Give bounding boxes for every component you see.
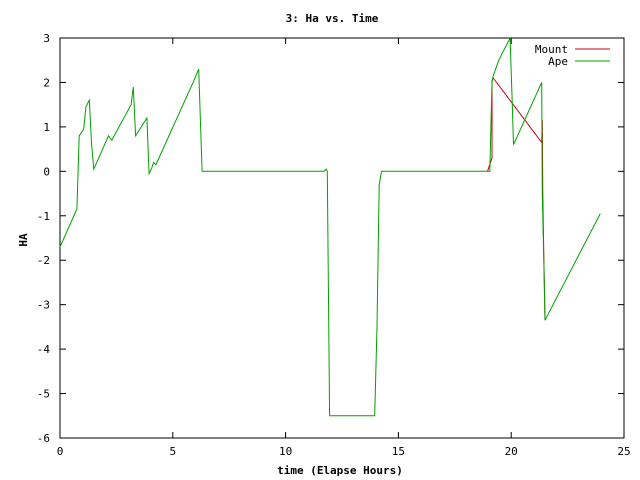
y-tick-label: 2 xyxy=(43,76,50,89)
x-tick-label: 0 xyxy=(57,445,64,458)
x-tick-label: 25 xyxy=(617,445,630,458)
x-axis-label: time (Elapse Hours) xyxy=(277,464,403,477)
series-line-mount xyxy=(487,77,546,321)
x-tick-label: 20 xyxy=(505,445,518,458)
series-line-ape xyxy=(59,37,601,417)
chart-title: 3: Ha vs. Time xyxy=(286,12,379,25)
plot-frame xyxy=(59,37,625,439)
x-tick-label: 10 xyxy=(279,445,292,458)
y-tick-label: -4 xyxy=(37,343,51,356)
x-tick-label: 5 xyxy=(169,445,176,458)
y-tick-label: -5 xyxy=(37,388,50,401)
y-tick-label: -6 xyxy=(37,432,50,445)
y-tick-label: -2 xyxy=(37,254,50,267)
y-axis-label: HA xyxy=(17,233,30,247)
x-tick-label: 15 xyxy=(392,445,405,458)
legend-label-ape: Ape xyxy=(548,55,568,68)
y-tick-label: 0 xyxy=(43,165,50,178)
y-tick-label: -1 xyxy=(37,210,50,223)
legend-label-mount: Mount xyxy=(535,43,568,56)
y-tick-label: 3 xyxy=(43,32,50,45)
y-tick-label: -3 xyxy=(37,299,50,312)
y-tick-label: 1 xyxy=(43,121,50,134)
